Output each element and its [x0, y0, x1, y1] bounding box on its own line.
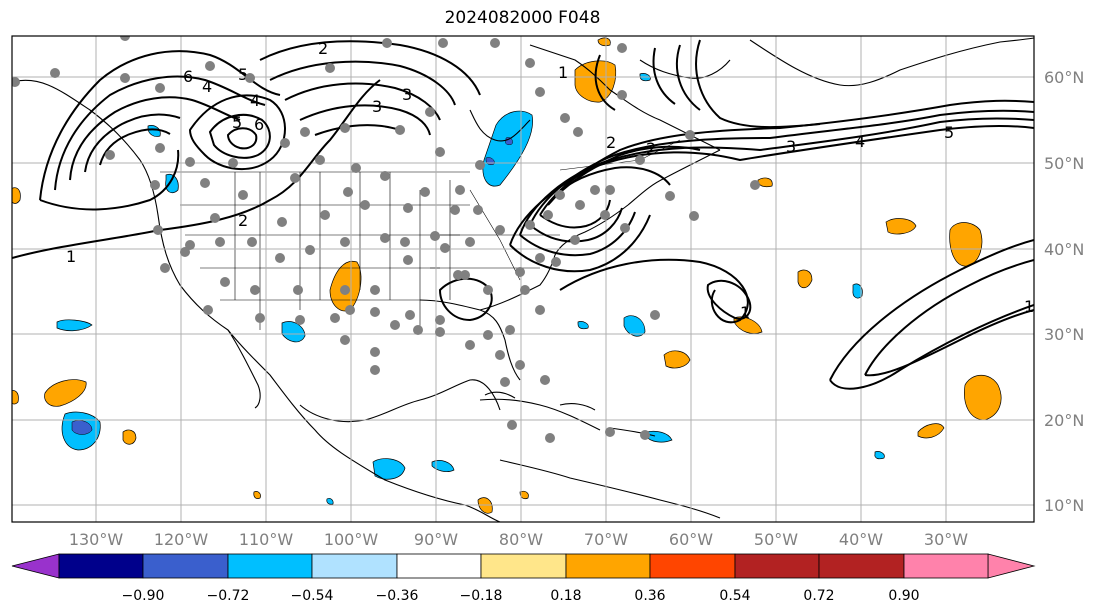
colorbar-segment [649, 553, 736, 579]
lat-tick-label: 20°N [1044, 411, 1084, 430]
contour-label: 2 [238, 211, 248, 230]
contour-label: 3 [786, 137, 796, 156]
lon-tick-label: 110°W [239, 530, 294, 549]
lon-tick-label: 130°W [69, 530, 124, 549]
contour-label: 6 [254, 115, 264, 134]
colorbar-tick-label: −0.18 [460, 588, 503, 604]
colorbar-extend-low [11, 553, 60, 579]
colorbar-tick-label: 0.54 [719, 588, 750, 604]
colorbar-tick-label: −0.36 [376, 588, 419, 604]
colorbar [11, 553, 1036, 579]
colorbar-tick-label: 0.36 [634, 588, 665, 604]
map-frame [11, 35, 1035, 523]
colorbar-segment [480, 553, 567, 579]
colorbar-segment [311, 553, 398, 579]
contour-label: 2 [606, 133, 616, 152]
contour-label: 2 [318, 39, 328, 58]
colorbar-labels: −0.90 −0.72 −0.54 −0.36 −0.18 0.18 0.36 … [122, 588, 920, 604]
colorbar-tick-label: −0.54 [291, 588, 334, 604]
colorbar-tick-label: 0.90 [888, 588, 919, 604]
contour-label: 4 [202, 77, 212, 96]
contour-label: 1 [740, 303, 750, 322]
colorbar-segment [142, 553, 229, 579]
lon-tick-label: 120°W [154, 530, 209, 549]
colorbar-segment [903, 553, 989, 579]
contour-label: 4 [250, 91, 260, 110]
colorbar-tick-label: 0.18 [550, 588, 581, 604]
lon-tick-label: 90°W [414, 530, 458, 549]
contour-label: 5 [944, 123, 954, 142]
contour-label: 1 [1024, 297, 1034, 316]
lon-tick-label: 60°W [669, 530, 713, 549]
latitude-axis: 60°N 50°N 40°N 30°N 20°N 10°N [1044, 68, 1084, 515]
lon-tick-label: 80°W [499, 530, 543, 549]
lat-tick-label: 30°N [1044, 325, 1084, 344]
colorbar-segment [818, 553, 905, 579]
contour-lines [12, 39, 1034, 390]
lat-tick-label: 50°N [1044, 154, 1084, 173]
lat-tick-label: 60°N [1044, 68, 1084, 87]
lon-tick-label: 30°W [924, 530, 968, 549]
lon-tick-label: 100°W [324, 530, 379, 549]
station-markers [12, 36, 760, 443]
colorbar-tick-label: −0.90 [122, 588, 165, 604]
contour-label: 1 [558, 63, 568, 82]
lon-tick-label: 70°W [584, 530, 628, 549]
contour-label: 6 [183, 67, 193, 86]
contour-label: 5 [232, 113, 242, 132]
colorbar-tick-label: −0.72 [207, 588, 250, 604]
contour-labels: 6 5 4 3 2 1 6 5 4 3 2 1 2 1 5 4 3 2 1 [66, 39, 1034, 322]
contour-label: 2 [646, 139, 656, 158]
map-title: 2024082000 F048 [444, 8, 601, 28]
positive-shading [12, 37, 1002, 514]
colorbar-tick-label: 0.72 [803, 588, 834, 604]
contour-label: 1 [66, 247, 76, 266]
lon-tick-label: 40°W [839, 530, 883, 549]
colorbar-segment [734, 553, 820, 579]
map-panel: 6 5 4 3 2 1 6 5 4 3 2 1 2 1 5 4 3 2 1 [12, 36, 1034, 522]
colorbar-extend-high [987, 553, 1036, 579]
contour-label: 5 [238, 65, 248, 84]
colorbar-segment [565, 553, 651, 579]
colorbar-segment [396, 553, 482, 579]
colorbar-segment [227, 553, 313, 579]
contour-label: 3 [372, 97, 382, 116]
lat-tick-label: 40°N [1044, 240, 1084, 259]
contour-label: 3 [402, 85, 412, 104]
lat-tick-label: 10°N [1044, 496, 1084, 515]
lon-tick-label: 50°W [754, 530, 798, 549]
graticule [12, 36, 1034, 522]
longitude-axis: 130°W 120°W 110°W 100°W 90°W 80°W 70°W 6… [69, 530, 968, 549]
contour-label: 4 [855, 132, 865, 151]
colorbar-segment [58, 553, 144, 579]
